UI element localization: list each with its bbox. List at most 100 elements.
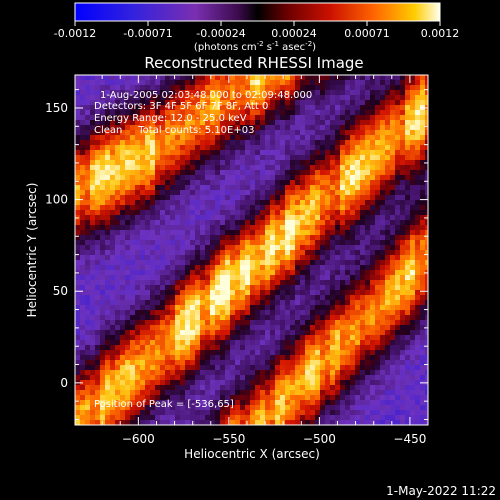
heatmap-cell <box>365 350 371 356</box>
heatmap-cell <box>390 415 396 421</box>
heatmap-cell <box>310 340 316 346</box>
heatmap-cell <box>125 315 131 321</box>
heatmap-cell <box>120 230 126 236</box>
heatmap-cell <box>225 250 231 256</box>
heatmap-cell <box>350 285 356 291</box>
heatmap-cell <box>370 305 376 311</box>
heatmap-cell <box>235 120 241 126</box>
heatmap-cell <box>190 150 196 156</box>
heatmap-cell <box>195 400 201 406</box>
heatmap-cell <box>210 235 216 241</box>
heatmap-cell <box>260 400 266 406</box>
heatmap-cell <box>285 95 291 101</box>
heatmap-cell <box>105 280 111 286</box>
heatmap-cell <box>160 195 166 201</box>
heatmap-cell <box>265 255 271 261</box>
heatmap-cell <box>315 320 321 326</box>
heatmap-cell <box>210 380 216 386</box>
heatmap-cell <box>230 415 236 421</box>
heatmap-cell <box>255 210 261 216</box>
heatmap-cell <box>180 105 186 111</box>
heatmap-cell <box>175 165 181 171</box>
heatmap-cell <box>130 405 136 411</box>
heatmap-cell <box>230 325 236 331</box>
heatmap-cell <box>150 100 156 106</box>
heatmap-cell <box>260 175 266 181</box>
heatmap-cell <box>295 135 301 141</box>
heatmap-cell <box>270 370 276 376</box>
heatmap-cell <box>250 155 256 161</box>
heatmap-cell <box>160 220 166 226</box>
heatmap-cell <box>305 285 311 291</box>
heatmap-cell <box>355 340 361 346</box>
heatmap-cell <box>220 370 226 376</box>
heatmap-cell <box>370 115 376 121</box>
heatmap-cell <box>360 195 366 201</box>
heatmap-cell <box>160 400 166 406</box>
heatmap-cell <box>315 385 321 391</box>
heatmap-cell <box>175 75 181 81</box>
heatmap-cell <box>145 300 151 306</box>
heatmap-cell <box>210 340 216 346</box>
heatmap-cell <box>145 145 151 151</box>
heatmap-cell <box>285 145 291 151</box>
heatmap-cell <box>225 340 231 346</box>
heatmap-cell <box>320 365 326 371</box>
heatmap-cell <box>405 165 411 171</box>
heatmap-cell <box>420 230 426 236</box>
heatmap-cell <box>410 290 416 296</box>
heatmap-cell <box>425 150 428 156</box>
heatmap-cell <box>130 215 136 221</box>
heatmap-cell <box>265 345 271 351</box>
heatmap-cell <box>305 75 311 81</box>
heatmap-cell <box>195 150 201 156</box>
heatmap-cell <box>240 255 246 261</box>
heatmap-cell <box>330 75 336 81</box>
heatmap-cell <box>330 275 336 281</box>
heatmap-cell <box>150 180 156 186</box>
heatmap-cell <box>415 410 421 416</box>
heatmap-cell <box>405 180 411 186</box>
heatmap-cell <box>75 410 81 416</box>
heatmap-cell <box>85 385 91 391</box>
heatmap-cell <box>185 125 191 131</box>
heatmap-cell <box>180 75 186 81</box>
heatmap-cell <box>295 380 301 386</box>
heatmap-cell <box>405 295 411 301</box>
heatmap-cell <box>185 360 191 366</box>
heatmap-cell <box>105 345 111 351</box>
heatmap-cell <box>350 230 356 236</box>
heatmap-cell <box>235 85 241 91</box>
heatmap-cell <box>200 350 206 356</box>
heatmap-cell <box>205 200 211 206</box>
heatmap-cell <box>135 235 141 241</box>
heatmap-cell <box>280 255 286 261</box>
heatmap-cell <box>85 265 91 271</box>
heatmap-cell <box>240 235 246 241</box>
heatmap-cell <box>120 170 126 176</box>
heatmap-cell <box>385 375 391 381</box>
heatmap-cell <box>410 280 416 286</box>
heatmap-cell <box>170 150 176 156</box>
heatmap-cell <box>110 375 116 381</box>
heatmap-cell <box>265 380 271 386</box>
heatmap-cell <box>155 420 161 425</box>
heatmap-cell <box>350 330 356 336</box>
heatmap-cell <box>315 350 321 356</box>
heatmap-cell <box>180 335 186 341</box>
heatmap-cell <box>140 285 146 291</box>
heatmap-cell <box>395 290 401 296</box>
heatmap-cell <box>230 360 236 366</box>
heatmap-cell <box>415 220 421 226</box>
heatmap-cell <box>315 105 321 111</box>
heatmap-cell <box>380 185 386 191</box>
heatmap-cell <box>375 170 381 176</box>
heatmap-cell <box>280 210 286 216</box>
heatmap-cell <box>320 310 326 316</box>
heatmap-cell <box>225 80 231 86</box>
heatmap-cell <box>125 105 131 111</box>
heatmap-cell <box>85 275 91 281</box>
heatmap-cell <box>185 345 191 351</box>
heatmap-cell <box>315 330 321 336</box>
heatmap-cell <box>80 265 86 271</box>
